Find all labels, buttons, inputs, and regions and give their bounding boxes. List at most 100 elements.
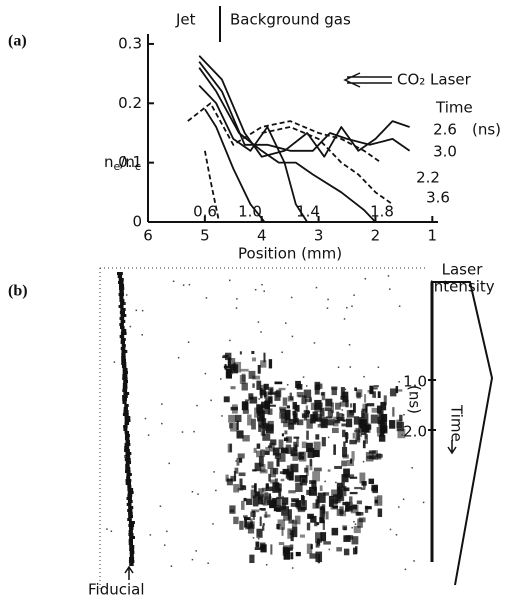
streak-dot (366, 455, 374, 459)
fiducial-trace (128, 524, 135, 527)
streak-dot (239, 520, 244, 530)
streak-dot (316, 495, 320, 504)
noise-dot (281, 351, 283, 353)
streak-dot (349, 474, 355, 479)
noise-dot (260, 331, 262, 333)
fiducial-trace (127, 509, 133, 512)
fiducial-trace (122, 398, 128, 401)
noise-dot (113, 361, 116, 363)
noise-dot (210, 399, 212, 402)
streak-dot (262, 433, 271, 441)
streak-dot (251, 350, 255, 355)
noise-dot (300, 504, 303, 506)
streak-dot (331, 387, 337, 396)
noise-dot (181, 431, 184, 433)
streak-dot (334, 465, 343, 469)
streak-dot (281, 433, 285, 437)
fiducial-trace (127, 491, 134, 494)
streak-dot (305, 465, 309, 476)
streak-dot (223, 365, 232, 369)
streak-dot (351, 536, 359, 545)
y-tick-label: 0.3 (118, 34, 142, 52)
streak-dot (225, 474, 229, 482)
noise-dot (389, 528, 392, 531)
streak-dot (265, 405, 270, 410)
noise-dot (250, 558, 253, 561)
streak-dot (341, 423, 347, 427)
streak-dot (244, 517, 251, 521)
noise-dot (358, 427, 361, 429)
streak-dot (245, 399, 248, 410)
streak-dot (377, 391, 381, 399)
streak-dot (279, 452, 286, 462)
streak-dot (371, 387, 378, 390)
noise-dot (195, 550, 197, 552)
fiducial-trace (125, 479, 132, 482)
streak-dot (236, 420, 239, 431)
streak-dot (262, 525, 265, 531)
streak-dot (244, 516, 247, 528)
streak-dot (354, 486, 362, 490)
fiducial-trace (128, 515, 134, 518)
noise-dot (411, 467, 413, 469)
curve (261, 126, 394, 205)
fiducial-trace (127, 488, 134, 491)
streak-dot (335, 402, 341, 410)
streak-dot (274, 381, 283, 385)
streak-dot (342, 419, 346, 422)
fiducial-trace (124, 404, 129, 407)
streak-dot (254, 547, 262, 550)
streak-dot (264, 400, 271, 410)
streak-dot (241, 373, 246, 382)
fiducial-trace (121, 350, 128, 353)
streak-dot (270, 439, 277, 446)
streak-dot (314, 521, 318, 527)
fiducial-trace (129, 548, 135, 551)
streak-dot (280, 478, 285, 482)
streak-dot (355, 389, 363, 398)
streak-dot (306, 410, 310, 418)
streak-dot (286, 405, 290, 409)
streak-dot (321, 416, 327, 428)
fiducial-trace (124, 449, 130, 452)
streak-dot (369, 385, 374, 395)
time-arrow (447, 440, 457, 455)
streak-dot (288, 422, 295, 430)
streak-dot (264, 492, 269, 504)
streak-dot (364, 394, 367, 403)
noise-dot (403, 413, 405, 416)
fiducial-trace (126, 473, 132, 476)
streak-dot (339, 401, 347, 407)
annotation: (ns) (472, 121, 501, 139)
fiducial-trace (119, 323, 124, 326)
streak-dot (378, 410, 384, 418)
fiducial-trace (123, 425, 128, 428)
streak-dot (333, 416, 339, 427)
fiducial-trace (122, 413, 129, 416)
streak-dot (315, 434, 320, 440)
noise-dot (235, 307, 238, 309)
streak-dot (341, 413, 345, 417)
noise-dot (302, 376, 305, 378)
streak-dot (251, 509, 260, 513)
time-tick-label: 2.0 (403, 423, 427, 441)
streak-dot (263, 391, 267, 397)
streak-dot (259, 507, 262, 511)
fiducial-trace (128, 530, 133, 533)
streak-dot (280, 412, 287, 424)
noise-dot (205, 297, 208, 299)
fiducial-trace (118, 284, 125, 287)
noise-dot (258, 398, 260, 400)
streak-dot (227, 369, 232, 377)
noise-dot (343, 318, 346, 320)
streak-dot (350, 458, 353, 464)
streak-dot (265, 486, 274, 492)
noise-dot (237, 488, 240, 490)
streak-dot (306, 442, 313, 453)
streak-dot (321, 437, 326, 447)
fiducial-trace (126, 476, 131, 479)
streak-dot (351, 451, 355, 461)
streak-dot (263, 383, 269, 390)
streak-dot (309, 458, 312, 467)
streak-dot (358, 434, 363, 437)
